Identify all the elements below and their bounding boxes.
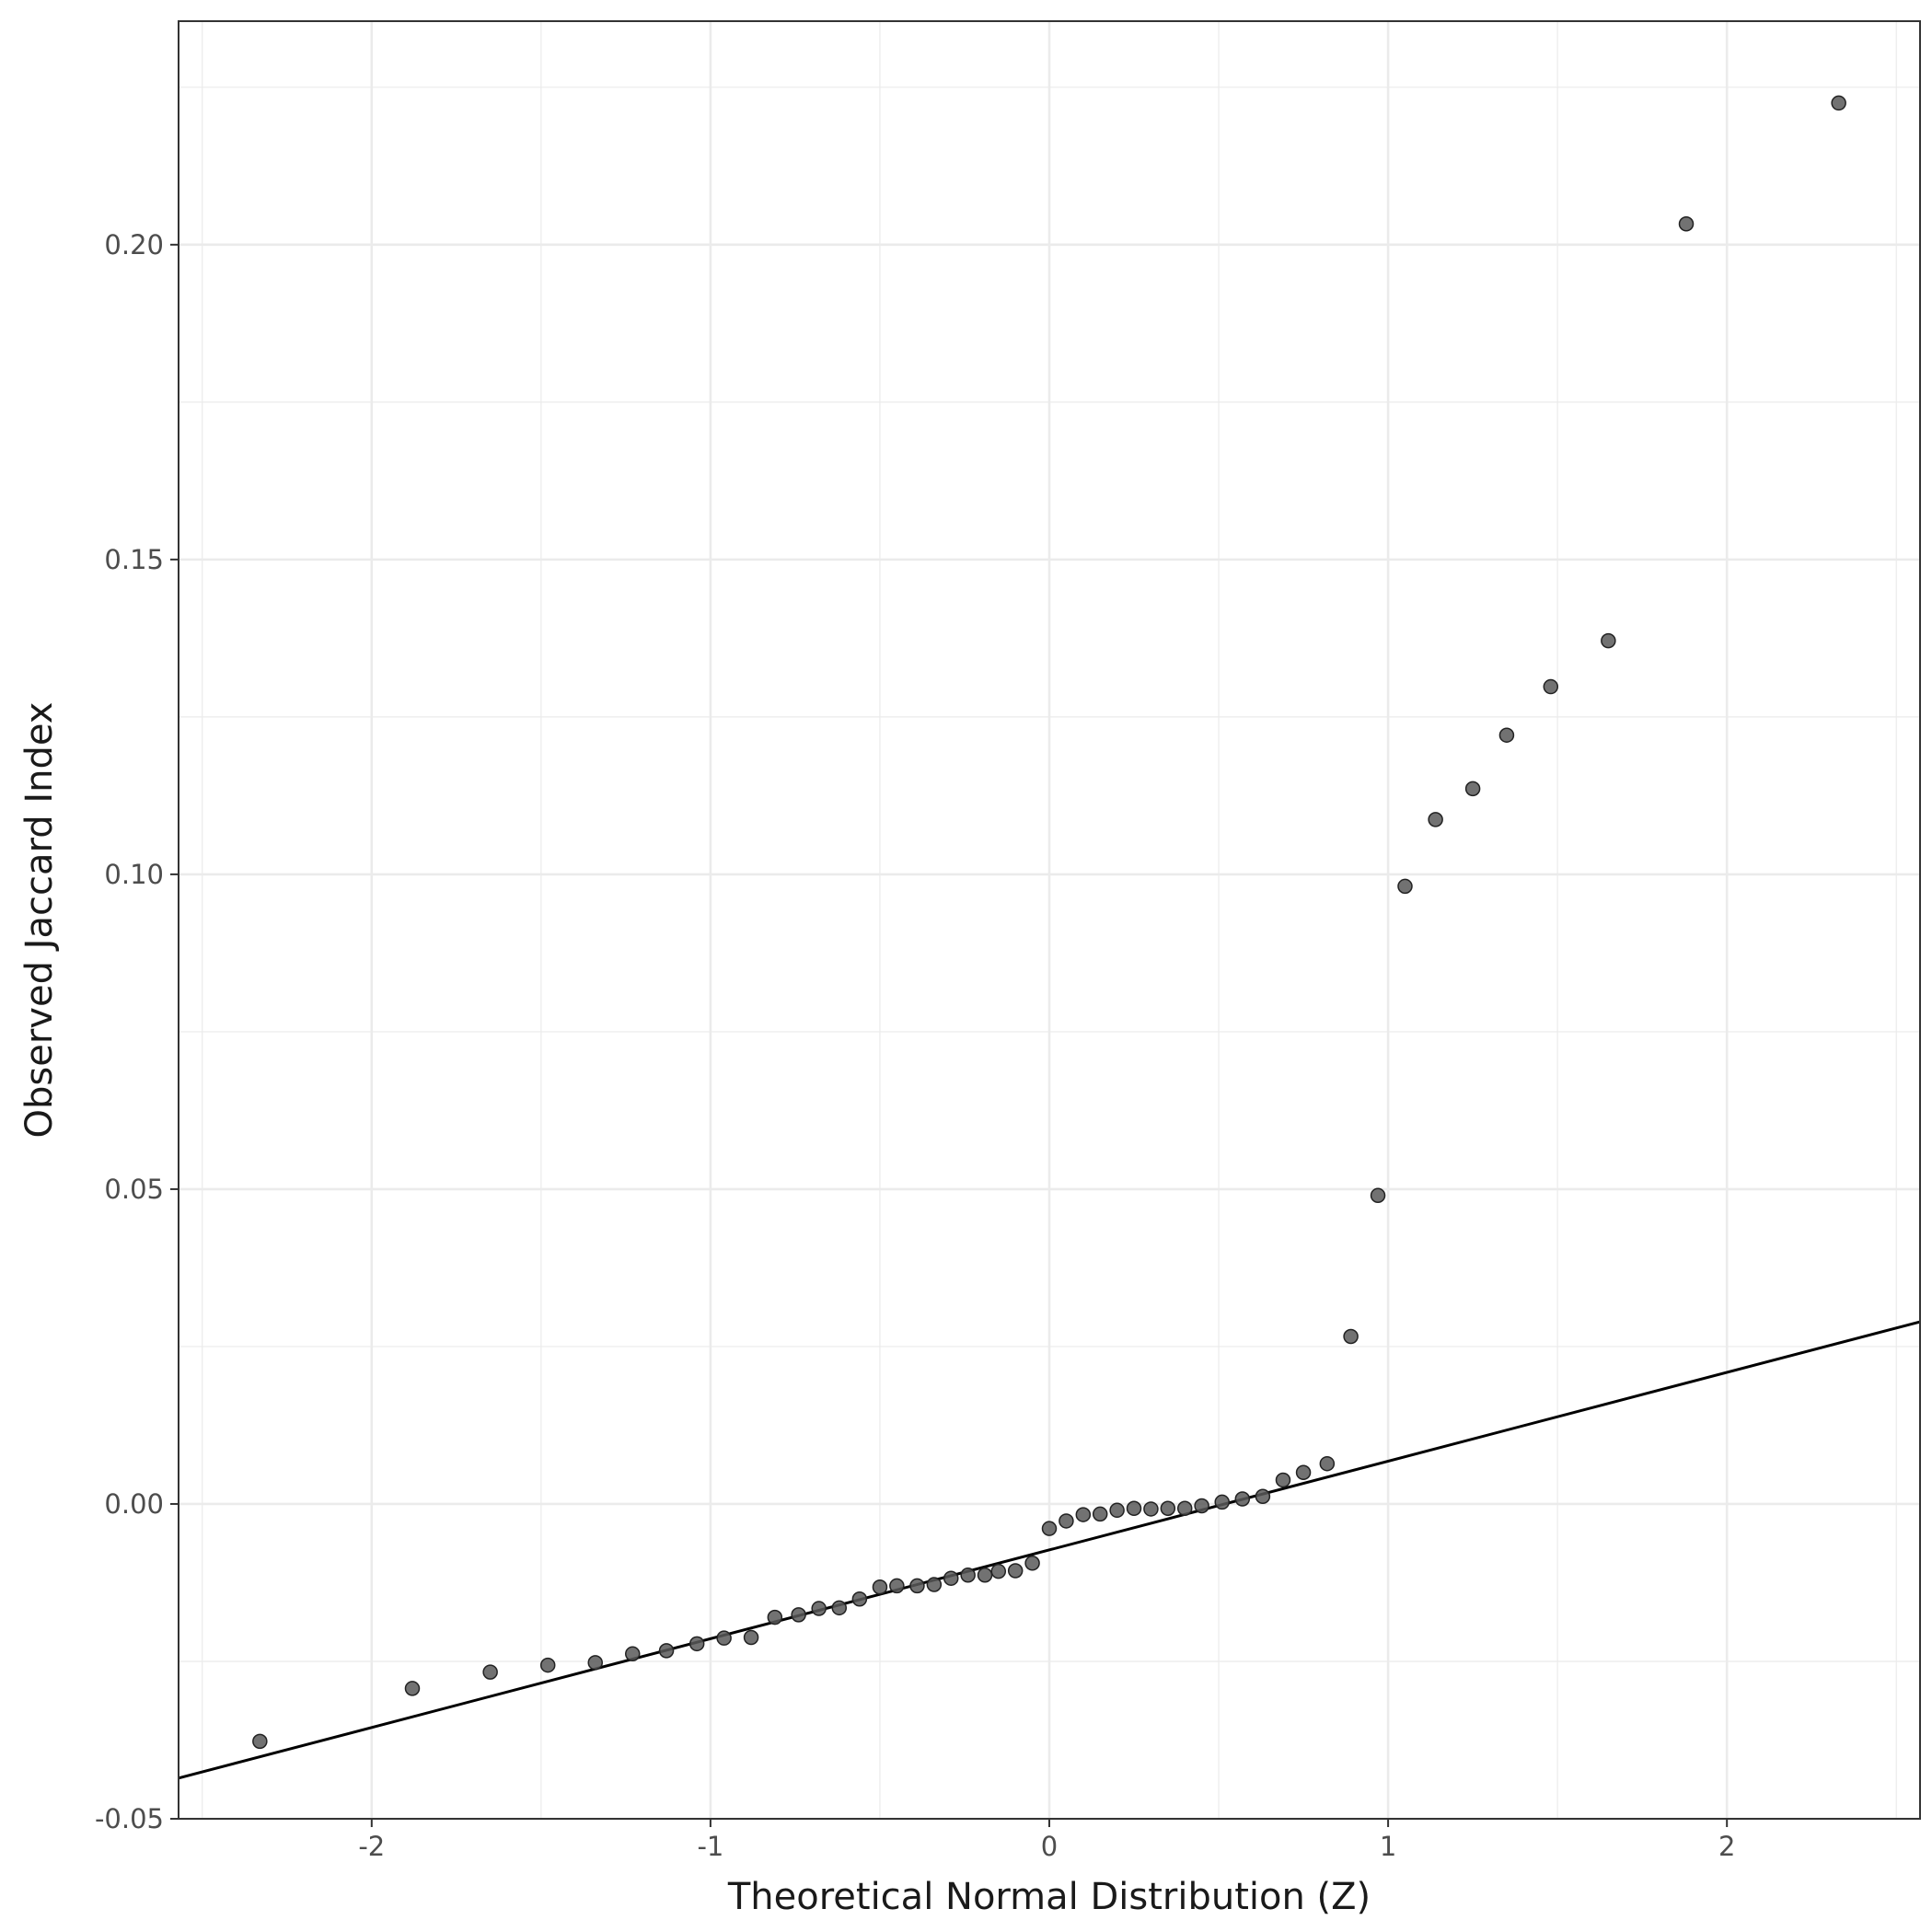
data-point [1194, 1498, 1209, 1514]
data-point [1214, 1494, 1230, 1510]
y-tick-label: 0.20 [104, 229, 164, 260]
data-point [1234, 1491, 1251, 1507]
data-point [811, 1601, 827, 1616]
y-axis: -0.05 0.00 0.05 0.10 0.15 0.20 [95, 229, 179, 1834]
data-point [1075, 1507, 1092, 1522]
data-point [943, 1570, 959, 1586]
y-tick-label: 0.05 [104, 1174, 164, 1205]
data-point [1319, 1455, 1336, 1472]
data-point [252, 1733, 268, 1750]
data-point [1126, 1500, 1142, 1517]
data-point [831, 1600, 848, 1616]
x-tick-label: 0 [1041, 1831, 1058, 1862]
data-point [926, 1577, 943, 1592]
data-point [1601, 632, 1616, 649]
data-point [909, 1578, 925, 1594]
y-tick-label: 0.00 [104, 1488, 164, 1520]
data-point [1428, 812, 1443, 827]
data-point [1275, 1472, 1291, 1488]
x-axis: -2 -1 0 1 2 [358, 1819, 1735, 1862]
data-point [716, 1630, 732, 1646]
data-point [1370, 1187, 1386, 1204]
x-tick-label: 2 [1718, 1831, 1735, 1862]
data-point [1498, 727, 1515, 743]
x-tick-label: -1 [697, 1831, 723, 1862]
data-point [977, 1568, 993, 1583]
data-point [889, 1578, 905, 1594]
data-point [1092, 1506, 1108, 1522]
data-point [1007, 1563, 1024, 1579]
y-tick-label: 0.10 [104, 859, 164, 890]
reference-line-layer [179, 1320, 1920, 1780]
data-point [743, 1629, 759, 1646]
data-point [990, 1563, 1007, 1579]
data-point [658, 1643, 675, 1659]
data-point [539, 1657, 556, 1673]
data-point [1543, 678, 1559, 695]
data-point [1343, 1328, 1359, 1345]
data-point [872, 1579, 888, 1595]
data-point [1464, 781, 1481, 797]
data-point [1176, 1500, 1193, 1517]
x-tick-label: 1 [1380, 1831, 1396, 1862]
x-tick-label: -2 [358, 1831, 385, 1862]
data-point [791, 1607, 806, 1623]
data-points [252, 95, 1846, 1750]
data-point [1831, 95, 1846, 111]
data-point [624, 1646, 641, 1662]
data-point [587, 1655, 604, 1671]
data-point [1109, 1502, 1125, 1519]
data-point [404, 1681, 421, 1696]
data-point [1160, 1500, 1176, 1517]
data-point [688, 1636, 705, 1652]
data-point [482, 1664, 498, 1680]
data-point [767, 1609, 783, 1625]
data-point [1397, 878, 1413, 895]
data-point [1143, 1501, 1159, 1517]
x-axis-title: Theoretical Normal Distribution (Z) [727, 1876, 1371, 1918]
data-point [1678, 216, 1695, 232]
data-point [960, 1568, 976, 1583]
y-axis-title: Observed Jaccard Index [18, 702, 61, 1139]
reference-line [179, 1320, 1920, 1780]
y-tick-label: -0.05 [95, 1803, 164, 1834]
data-point [1295, 1464, 1312, 1481]
data-point [851, 1591, 868, 1607]
data-point [1255, 1488, 1271, 1505]
y-tick-label: 0.15 [104, 544, 164, 575]
data-point [1041, 1521, 1058, 1536]
data-point [1059, 1513, 1074, 1529]
data-point [1024, 1556, 1040, 1571]
